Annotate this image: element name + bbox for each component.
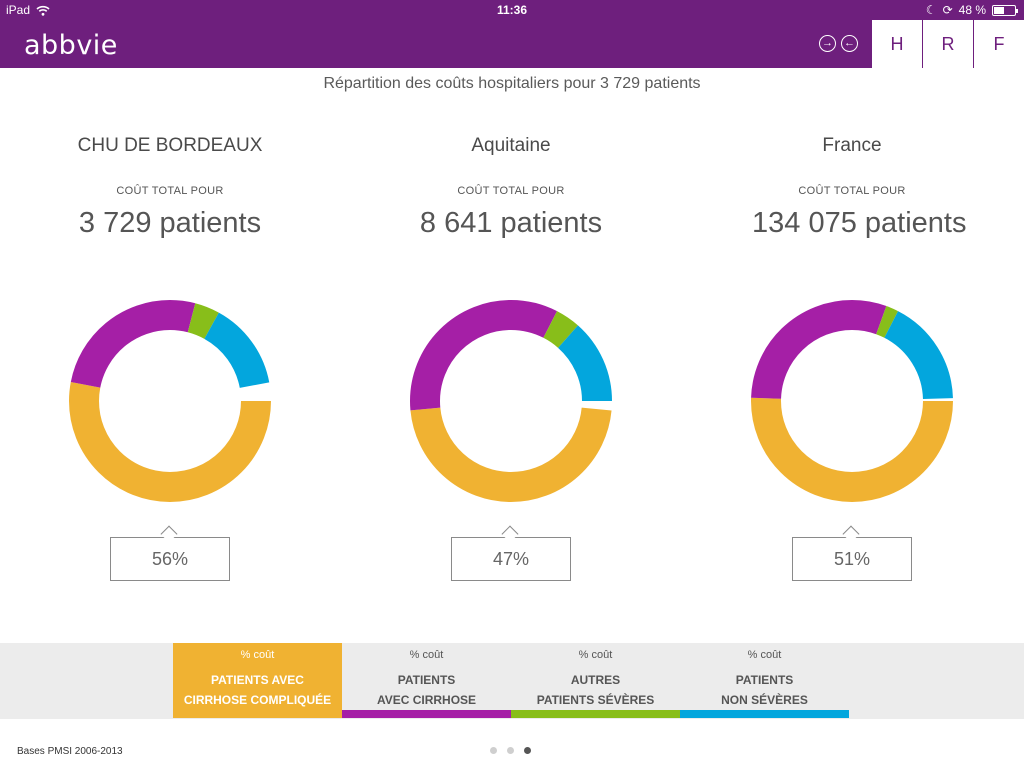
legend-color-bar	[511, 710, 680, 718]
percent-callout-aquitaine: 47%	[451, 525, 571, 581]
header-bar: iPad 11:36 ☾ ⟳ 48 % abbvie → ← H R F	[0, 0, 1024, 68]
abbvie-logo: abbvie	[24, 30, 118, 61]
donut-segment-cirrhose-compliquee[interactable]	[410, 300, 612, 502]
donut-segment-avec-cirrhose[interactable]	[410, 300, 612, 502]
tab-f[interactable]: F	[973, 20, 1024, 68]
legend: % coût PATIENTS AVEC CIRRHOSE COMPLIQUÉE …	[173, 643, 849, 718]
region-name: CHU DE BORDEAUX	[77, 135, 263, 156]
donut-segment-cirrhose-compliquee[interactable]	[69, 300, 271, 502]
cost-subheading: COÛT TOTAL POUR	[798, 185, 906, 197]
legend-color-bar	[680, 710, 849, 718]
tab-h[interactable]: H	[871, 20, 922, 68]
legend-color-bar	[342, 710, 511, 718]
moon-icon: ☾	[925, 3, 937, 17]
legend-label: PATIENTS AVEC CIRRHOSE COMPLIQUÉE	[183, 673, 332, 707]
donut-segment-avec-cirrhose[interactable]	[751, 300, 953, 502]
device-name: iPad	[6, 3, 31, 17]
donut-segment-non-severes[interactable]	[410, 300, 612, 502]
legend-label: PATIENTS AVEC CIRRHOSE	[376, 673, 477, 707]
rotation-lock-icon: ⟳	[942, 3, 953, 17]
legend-background	[0, 643, 1024, 719]
region-name: France	[822, 135, 882, 156]
legend-pct: % coût	[747, 649, 782, 661]
percent-callout-bordeaux: 56%	[110, 525, 230, 581]
percent-value: 47%	[451, 537, 571, 581]
region-name: Aquitaine	[471, 135, 551, 156]
donut-chart-france[interactable]	[751, 300, 953, 502]
legend-label: AUTRES PATIENTS SÉVÈRES	[536, 673, 655, 707]
legend-item-avec-cirrhose[interactable]: % coût PATIENTS AVEC CIRRHOSE	[342, 643, 511, 718]
page-dot-current[interactable]	[524, 747, 531, 754]
donut-chart-aquitaine[interactable]	[410, 300, 612, 502]
page-dot[interactable]	[507, 747, 514, 754]
donut-segment-avec-cirrhose[interactable]	[69, 300, 271, 502]
legend-item-cirrhose-compliquee[interactable]: % coût PATIENTS AVEC CIRRHOSE COMPLIQUÉE	[173, 643, 342, 718]
patient-count: 8 641 patients	[419, 207, 603, 239]
page-title: Répartition des coûts hospitaliers pour …	[323, 75, 701, 92]
legend-item-non-severes[interactable]: % coût PATIENTS NON SÉVÈRES	[680, 643, 849, 718]
region-column-bordeaux: CHU DE BORDEAUX COÛT TOTAL POUR 3 729 pa…	[70, 130, 270, 240]
tab-r[interactable]: R	[922, 20, 973, 68]
data-source: Bases PMSI 2006-2013	[17, 746, 123, 757]
arrow-forward-icon[interactable]: →	[819, 35, 836, 52]
percent-callout-france: 51%	[792, 525, 912, 581]
header-tabs: H R F	[871, 20, 1024, 68]
battery-percent: 48 %	[958, 3, 986, 17]
legend-pct: % coût	[240, 649, 275, 661]
legend-pct: % coût	[409, 649, 444, 661]
battery-icon	[992, 4, 1018, 16]
page-dot[interactable]	[490, 747, 497, 754]
donut-segment-cirrhose-compliquee[interactable]	[751, 300, 953, 502]
legend-pct: % coût	[578, 649, 613, 661]
legend-item-autres-severes[interactable]: % coût AUTRES PATIENTS SÉVÈRES	[511, 643, 680, 718]
page-indicator	[490, 747, 531, 754]
percent-value: 51%	[792, 537, 912, 581]
wifi-icon	[36, 5, 50, 16]
donut-chart-bordeaux[interactable]	[69, 300, 271, 502]
cost-subheading: COÛT TOTAL POUR	[116, 185, 224, 197]
percent-value: 56%	[110, 537, 230, 581]
patient-count: 134 075 patients	[752, 207, 967, 239]
patient-count: 3 729 patients	[78, 207, 262, 239]
clock: 11:36	[496, 3, 528, 17]
region-column-aquitaine: Aquitaine COÛT TOTAL POUR 8 641 patients	[411, 130, 611, 240]
legend-label: PATIENTS NON SÉVÈRES	[721, 673, 808, 707]
region-column-france: France COÛT TOTAL POUR 134 075 patients	[752, 130, 967, 240]
status-bar: iPad 11:36 ☾ ⟳ 48 %	[0, 0, 1024, 20]
arrow-back-icon[interactable]: ←	[841, 35, 858, 52]
cost-subheading: COÛT TOTAL POUR	[457, 185, 565, 197]
